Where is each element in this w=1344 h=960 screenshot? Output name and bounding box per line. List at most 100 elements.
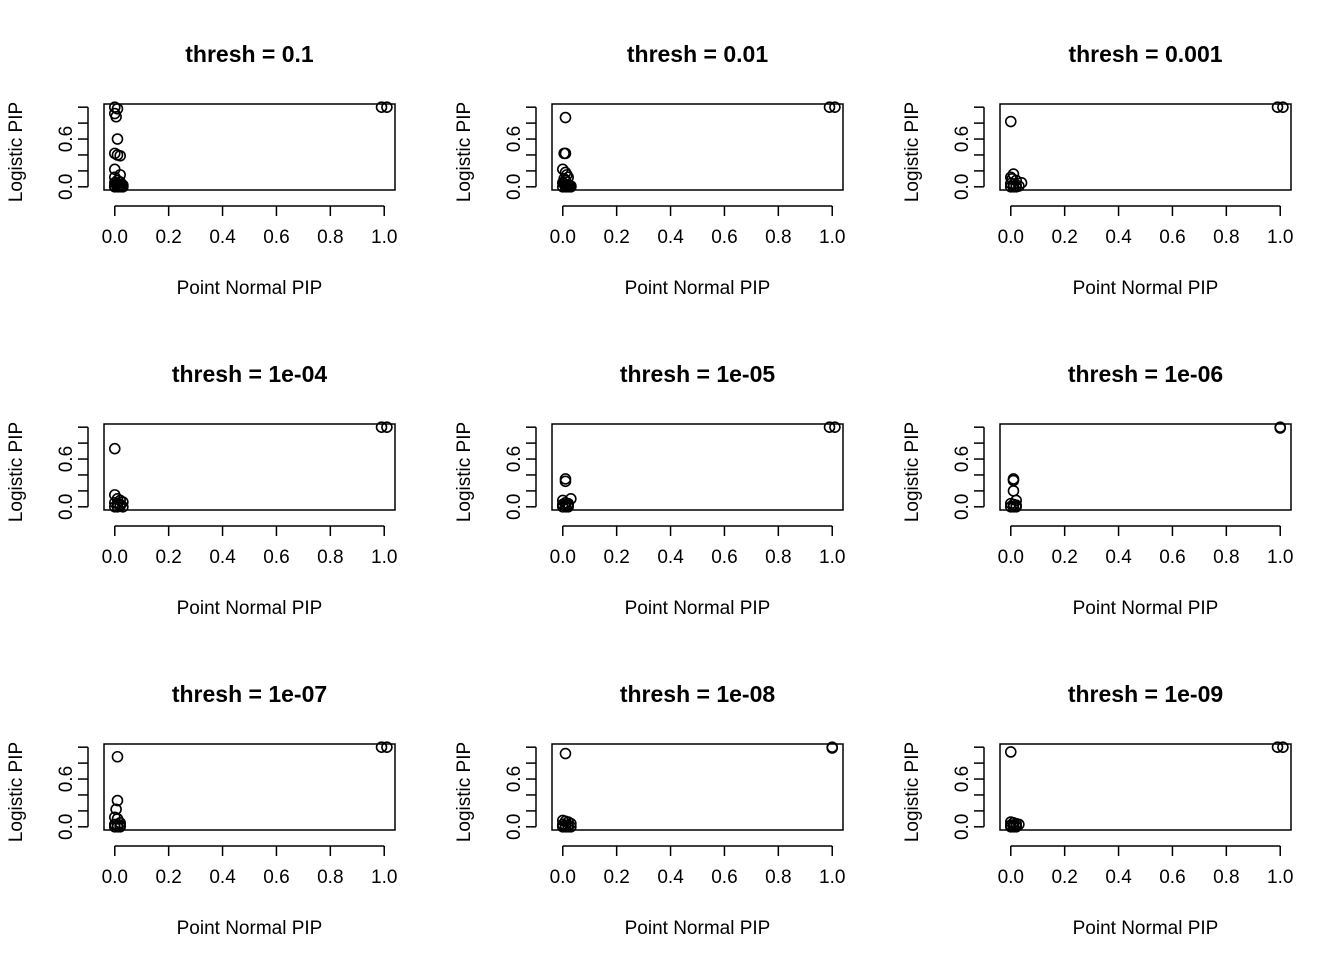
x-tick-label: 0.8 [317, 867, 343, 888]
x-tick-label: 0.6 [263, 547, 289, 568]
data-point [375, 101, 388, 113]
data-point [1004, 746, 1017, 758]
y-axis-label: Logistic PIP [6, 102, 27, 202]
x-tick-label: 1.0 [371, 867, 397, 888]
x-axis-label: Point Normal PIP [1073, 278, 1219, 299]
x-axis-label: Point Normal PIP [625, 918, 771, 939]
data-point [1277, 741, 1289, 753]
x-tick-label: 0.0 [102, 227, 128, 248]
x-tick-label: 0.6 [1159, 227, 1185, 248]
scatter-panel-5: thresh = 1e-05 0.0 0.2 0.4 0.6 0.8 1.0 0.0 0.6 Po… [454, 361, 845, 619]
x-tick-label: 0.2 [1051, 547, 1077, 568]
x-tick-label: 1.0 [1267, 227, 1293, 248]
data-point [381, 421, 393, 433]
x-tick-label: 1.0 [1267, 867, 1293, 888]
x-tick-label: 0.4 [657, 867, 684, 888]
scatter-panel-6: thresh = 1e-06 0.0 0.2 0.4 0.6 0.8 1.0 0.0 0.6 Po… [902, 361, 1293, 619]
x-tick-label: 0.8 [317, 227, 343, 248]
scatter-panel-8: thresh = 1e-08 0.0 0.2 0.4 0.6 0.8 1.0 0.0 0.6 Po… [454, 681, 845, 939]
x-tick-label: 0.6 [711, 227, 737, 248]
data-point [562, 501, 574, 513]
data-point [829, 421, 841, 433]
y-tick-label: 0.0 [952, 814, 973, 840]
x-tick-label: 1.0 [371, 547, 397, 568]
x-tick-label: 0.4 [209, 547, 236, 568]
x-tick-label: 1.0 [819, 867, 845, 888]
y-axis-label: Logistic PIP [454, 742, 475, 842]
y-tick-label: 0.0 [56, 814, 77, 840]
data-point [111, 133, 124, 145]
data-point [559, 475, 572, 488]
panel-title: thresh = 1e-08 [620, 681, 776, 707]
x-tick-label: 0.4 [657, 547, 684, 568]
plot-frame [103, 423, 396, 511]
y-axis-label: Logistic PIP [902, 742, 923, 842]
data-point [829, 101, 841, 113]
plot-frame [999, 423, 1292, 511]
x-tick-label: 0.0 [550, 227, 576, 248]
data-point [111, 794, 124, 807]
x-tick-label: 0.6 [711, 867, 737, 888]
x-tick-label: 0.0 [998, 867, 1024, 888]
y-tick-label: 0.0 [56, 494, 77, 520]
x-tick-label: 0.6 [1159, 867, 1185, 888]
y-tick-label: 0.6 [504, 446, 525, 472]
x-tick-label: 0.2 [155, 867, 181, 888]
data-point [826, 742, 839, 754]
data-point [114, 149, 126, 162]
x-tick-label: 0.2 [155, 227, 181, 248]
x-tick-label: 0.2 [1051, 227, 1077, 248]
x-tick-label: 0.8 [765, 227, 791, 248]
y-tick-label: 0.0 [504, 814, 525, 840]
x-tick-label: 0.4 [1105, 867, 1132, 888]
data-point [1277, 101, 1289, 113]
plot-frame [103, 743, 396, 831]
x-tick-label: 0.4 [209, 227, 236, 248]
plot-frame [999, 103, 1292, 191]
data-point [110, 110, 122, 123]
x-tick-label: 0.0 [102, 867, 128, 888]
x-tick-label: 0.4 [1105, 547, 1132, 568]
x-tick-label: 0.4 [1105, 227, 1132, 248]
y-tick-label: 0.6 [952, 766, 973, 792]
data-point [559, 747, 572, 760]
x-tick-label: 0.2 [603, 547, 629, 568]
y-tick-label: 0.6 [504, 126, 525, 152]
plot-frame [551, 743, 844, 831]
x-tick-label: 0.0 [998, 227, 1024, 248]
y-tick-label: 0.6 [56, 766, 77, 792]
x-tick-label: 0.6 [1159, 547, 1185, 568]
data-point [565, 821, 577, 833]
y-tick-label: 0.6 [504, 766, 525, 792]
plot-frame [103, 103, 396, 191]
data-point [565, 181, 577, 193]
y-tick-label: 0.0 [952, 174, 973, 200]
scatter-panel-2: thresh = 0.01 0.0 0.2 0.4 0.6 0.8 1.0 0.0 0.6 Poi… [454, 41, 845, 299]
panel-title: thresh = 0.01 [627, 41, 768, 67]
scatter-panel-7: thresh = 1e-07 0.0 0.2 0.4 0.6 0.8 1.0 0.0 0.6 Po… [6, 681, 397, 939]
y-tick-label: 0.0 [504, 494, 525, 520]
data-point [375, 421, 388, 433]
data-point [1007, 485, 1020, 497]
x-tick-label: 0.8 [1213, 867, 1239, 888]
y-axis-label: Logistic PIP [902, 422, 923, 522]
data-point [559, 147, 572, 160]
x-tick-label: 0.2 [603, 227, 629, 248]
x-tick-label: 0.8 [1213, 227, 1239, 248]
data-point [381, 101, 393, 113]
x-tick-label: 0.6 [711, 547, 737, 568]
x-axis-label: Point Normal PIP [625, 278, 771, 299]
x-tick-label: 1.0 [819, 547, 845, 568]
y-tick-label: 0.6 [56, 126, 77, 152]
y-tick-label: 0.6 [952, 126, 973, 152]
y-axis-label: Logistic PIP [902, 102, 923, 202]
plot-frame [551, 423, 844, 511]
scatter-panel-4: thresh = 1e-04 0.0 0.2 0.4 0.6 0.8 1.0 0.0 0.6 Po… [6, 361, 397, 619]
x-tick-label: 1.0 [371, 227, 397, 248]
panel-title: thresh = 1e-04 [172, 361, 328, 387]
data-point [1271, 741, 1284, 753]
data-point [108, 442, 121, 455]
y-axis-label: Logistic PIP [6, 742, 27, 842]
panel-title: thresh = 1e-05 [620, 361, 776, 387]
